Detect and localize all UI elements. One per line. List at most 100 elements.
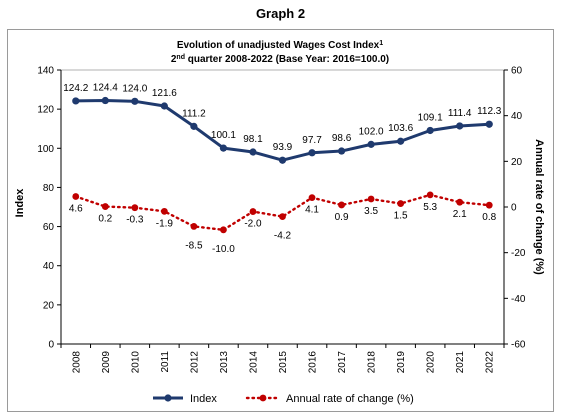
rate-data-label: 0.9 xyxy=(335,212,349,223)
index-point xyxy=(456,122,464,130)
y2-tick-label: -60 xyxy=(511,340,526,351)
rate-point xyxy=(160,207,168,215)
index-data-label: 111.4 xyxy=(448,108,472,119)
rate-data-label: -2.0 xyxy=(244,219,262,230)
index-point xyxy=(219,144,228,152)
index-point xyxy=(426,126,434,135)
rate-data-label: 0.8 xyxy=(482,212,496,223)
y2-tick-label: 60 xyxy=(511,66,523,77)
x-tick-label: 2011 xyxy=(160,351,171,373)
index-data-label: 111.2 xyxy=(182,108,206,119)
index-point xyxy=(160,102,168,110)
rate-data-label: 4.6 xyxy=(69,203,83,214)
x-tick-label: 2013 xyxy=(219,351,230,374)
x-tick-label: 2010 xyxy=(130,351,141,374)
axes-group: 0 20 40 60 80 100 120 140 -60 -40 -20 0 20 40 60 2008 20… xyxy=(37,66,526,374)
y-tick-label: 60 xyxy=(43,222,55,233)
rate-data-label: 3.5 xyxy=(364,206,378,217)
rate-data-label: -10.0 xyxy=(212,244,235,255)
rate-point xyxy=(338,201,345,209)
index-data-label: 121.6 xyxy=(152,88,177,99)
chart-subtitle: 2nd quarter 2008-2022 (Base Year: 2016=1… xyxy=(171,54,389,66)
index-point xyxy=(131,97,139,105)
index-data-label: 124.4 xyxy=(93,83,118,94)
rate-point xyxy=(279,213,286,220)
series-group: 4.6 0.2 -0.3 -1.9 -8.5 -10.0 -2.0 -4.2 4.1 0.9 3.5… xyxy=(63,83,502,255)
index-point xyxy=(337,147,346,155)
rate-point xyxy=(426,191,434,199)
rate-data-label: -1.9 xyxy=(156,218,174,229)
rate-data-label: 5.3 xyxy=(423,202,437,213)
x-tick-label: 2022 xyxy=(485,351,496,374)
y-tick-label: 80 xyxy=(43,183,55,194)
index-data-label: 112.3 xyxy=(477,106,502,117)
rate-data-label: -8.5 xyxy=(185,240,203,251)
index-point xyxy=(308,149,316,157)
rate-data-label: 0.2 xyxy=(98,214,112,225)
index-data-label: 97.7 xyxy=(302,135,322,146)
y-axis-title: Index xyxy=(14,188,26,218)
index-point xyxy=(367,140,375,148)
rate-point xyxy=(249,208,257,215)
index-data-label: 103.6 xyxy=(388,123,413,134)
rate-data-label: -4.2 xyxy=(274,231,292,242)
y2-tick-label: 20 xyxy=(511,157,523,168)
index-data-label: 100.1 xyxy=(211,130,236,141)
index-data-label: 98.6 xyxy=(332,133,352,144)
legend: Index Annual rate of change (%) xyxy=(153,393,414,405)
rate-series-line xyxy=(74,193,491,232)
index-data-label: 102.0 xyxy=(359,126,384,137)
index-point xyxy=(72,97,80,105)
rate-data-label: -0.3 xyxy=(126,215,144,226)
legend-rate-marker xyxy=(259,394,267,402)
y-tick-label: 140 xyxy=(37,66,54,77)
rate-point xyxy=(131,204,139,212)
y-tick-label: 120 xyxy=(37,105,54,116)
index-data-label: 98.1 xyxy=(243,134,263,145)
index-point xyxy=(397,137,405,145)
index-data-label: 109.1 xyxy=(418,112,443,123)
y-tick-label: 20 xyxy=(43,300,55,311)
y2-axis-title: Annual rate of change (%) xyxy=(533,139,545,275)
legend-index-label: Index xyxy=(190,393,217,405)
rate-point xyxy=(456,198,464,206)
y-tick-label: 0 xyxy=(48,340,54,351)
index-point xyxy=(101,96,109,105)
y2-tick-label: -40 xyxy=(511,294,526,305)
graph-heading: Graph 2 xyxy=(255,6,306,21)
rate-point xyxy=(485,201,493,209)
rate-data-label: 2.1 xyxy=(453,209,467,220)
rate-point xyxy=(190,223,198,230)
index-point xyxy=(485,120,493,128)
x-tick-label: 2008 xyxy=(71,351,82,374)
legend-index-marker xyxy=(164,394,172,402)
x-tick-label: 2009 xyxy=(101,351,112,374)
chart-frame xyxy=(7,29,554,412)
x-tick-label: 2016 xyxy=(308,351,319,374)
index-point xyxy=(190,122,198,130)
rate-point xyxy=(397,200,405,207)
y2-tick-label: -20 xyxy=(511,248,526,259)
x-tick-label: 2014 xyxy=(248,351,259,374)
y2-tick-label: 40 xyxy=(511,111,523,122)
chart-title: Evolution of unadjusted Wages Cost Index… xyxy=(177,40,383,52)
x-tick-label: 2020 xyxy=(426,351,437,374)
rate-point xyxy=(101,203,109,210)
index-point xyxy=(278,156,287,164)
plot-area xyxy=(60,69,505,345)
y-tick-label: 100 xyxy=(37,144,54,155)
x-tick-label: 2012 xyxy=(189,351,200,374)
x-tick-label: 2017 xyxy=(337,351,348,374)
rate-point xyxy=(220,226,227,234)
y2-tick-label: 0 xyxy=(511,203,517,214)
index-data-label: 124.0 xyxy=(122,83,147,94)
legend-rate-label: Annual rate of change (%) xyxy=(286,393,414,405)
x-tick-label: 2015 xyxy=(278,351,289,374)
x-tick-label: 2018 xyxy=(367,351,378,374)
rate-point xyxy=(367,195,375,203)
index-data-label: 93.9 xyxy=(273,142,293,153)
rate-point xyxy=(72,193,80,200)
index-data-label: 124.2 xyxy=(63,83,88,94)
x-tick-label: 2019 xyxy=(396,351,407,374)
